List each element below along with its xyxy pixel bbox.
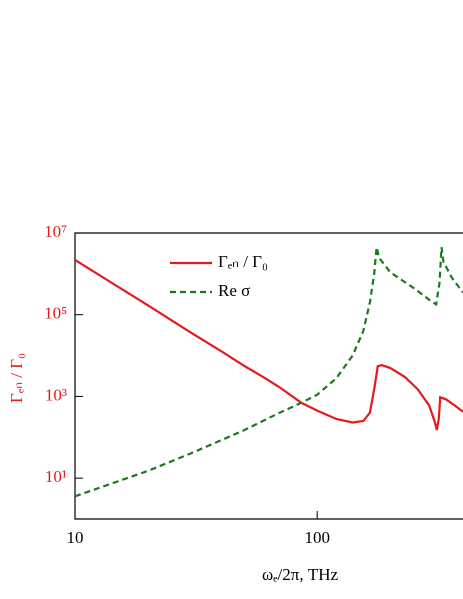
x-axis-label: ωₑ/2π, THz [262,565,339,584]
y-tick-label: 10¹ [45,467,67,486]
y-axis-label: Γₑₙ / Γ₀ [7,353,26,403]
y-tick-label: 10⁷ [44,222,67,241]
legend-label: Re σ [218,281,250,300]
x-tick-label: 10 [67,528,84,547]
y-tick-label: 10⁵ [44,304,67,323]
series-line [75,246,463,498]
axis-frame [74,232,463,520]
y-tick-label: 10³ [45,385,67,404]
legend-label: Γₑₙ / Γ₀ [218,252,268,271]
series-line [75,258,463,431]
x-tick-label: 100 [304,528,330,547]
